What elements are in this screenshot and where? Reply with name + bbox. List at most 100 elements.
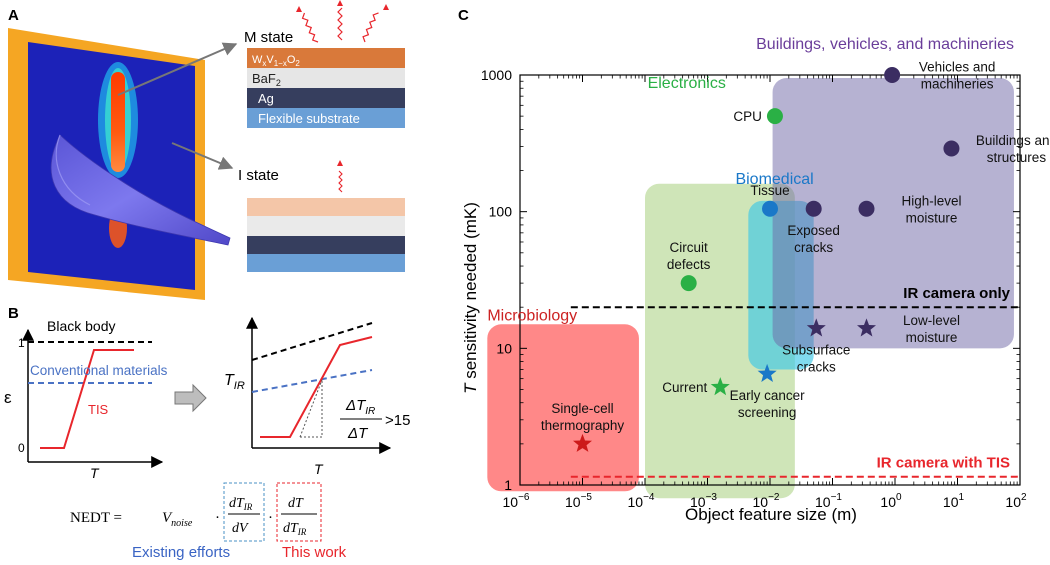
substrate-layer (247, 108, 405, 128)
panel-b-label: B (8, 305, 19, 322)
point-vehicles-and-machineries (884, 67, 901, 83)
delta-ratio: ΔTIR ΔT >15 (340, 397, 410, 442)
tick-0: 0 (18, 441, 25, 455)
existing-efforts-box (223, 482, 265, 542)
svg-text:ΔTIR: ΔTIR (345, 397, 375, 417)
threshold-label-ir-camera-only: IR camera only (903, 285, 1010, 302)
point-single-cell-thermography (573, 433, 592, 452)
point-label-early-cancer-screening: Early cancer screening (730, 388, 806, 420)
chart-thresholds: IR camera only IR camera with TIS (570, 285, 1020, 478)
ag-label: Ag (258, 91, 274, 106)
tir-tis-curve (260, 336, 373, 438)
this-work-box (276, 482, 322, 542)
m-state-label: M state (244, 29, 293, 46)
ag-layer (247, 88, 405, 108)
point-buildings-and-structures (943, 140, 960, 157)
existing-efforts-label: Existing efforts (132, 544, 230, 561)
y-tick-label: 1 (504, 477, 512, 493)
black-body-label: Black body (47, 318, 115, 334)
point-cpu (766, 108, 783, 125)
point-label-vehicles-and-machineries: Vehicles and machineries (919, 60, 996, 92)
svg-text:Vnoise: Vnoise (162, 510, 193, 529)
svg-text:dV: dV (232, 521, 249, 536)
tis-curve (40, 349, 134, 449)
chart-points (573, 67, 960, 452)
epsilon-axis-label: ε (4, 388, 12, 407)
tick-1: 1 (18, 336, 25, 350)
x-axis-label: Object feature size (m) (685, 505, 857, 524)
point-label-buildings-and-structures: Buildings and structures (976, 133, 1050, 165)
panel-c-label: C (458, 7, 469, 24)
svg-text:NEDT =: NEDT = (70, 510, 122, 526)
point-tissue (762, 200, 778, 217)
m-state-stack: WxV1−xO2 BaF2 Ag Flexible substrate (247, 48, 405, 128)
region-label-buildings-vehicles-and-machineries: Buildings, vehicles, and machineries (756, 36, 1014, 53)
point-low-level-moisture (857, 318, 876, 337)
x-tick-label: 100 (880, 492, 902, 510)
i-state-pointer (171, 142, 234, 170)
svg-text:dT: dT (288, 496, 304, 511)
substrate-label: Flexible substrate (258, 111, 360, 126)
point-label-exposed-cracks: Exposed cracks (787, 223, 840, 255)
point-label-high-level-moisture: High-level moisture (901, 193, 961, 225)
point-label-tissue: Tissue (750, 183, 789, 198)
point-label-circuit-defects: Circuit defects (667, 240, 711, 272)
chart-axes: 10−6 10−5 10−4 10−3 10−2 10−1 100 101 102 1 10 100 1… (481, 67, 1027, 510)
region-label-microbiology: Microbiology (487, 307, 577, 324)
x-tick-label: 102 (1005, 492, 1027, 510)
region-label-biomedical: Biomedical (735, 171, 813, 188)
y-axis-label: T sensitivity needed (mK) (461, 202, 480, 394)
emissivity-plot: Black body Conventional materials TIS ε … (4, 318, 168, 481)
baf2-layer (247, 68, 405, 88)
nedt-equation: NEDT = Vnoise · dTIR dV · dT dTIR (70, 482, 322, 542)
point-exposed-cracks (805, 200, 822, 217)
svg-text:dTIR: dTIR (283, 521, 307, 537)
x-tick-label: 10−5 (565, 492, 592, 510)
svg-text:·: · (215, 510, 220, 526)
x-tick-label: 10−1 (815, 492, 842, 510)
point-circuit-defects (680, 275, 697, 292)
x-tick-label: 10−4 (628, 492, 655, 510)
left-t-axis-label: T (90, 465, 100, 481)
svg-text:dTIR: dTIR (229, 496, 253, 512)
x-tick-label: 10−3 (690, 492, 717, 510)
i-state-label: I state (238, 167, 279, 184)
wvo2-label: WxV1−xO2 (252, 54, 300, 68)
point-early-cancer-screening (757, 363, 777, 382)
this-work-label: This work (282, 544, 347, 561)
wvo2-layer (247, 48, 405, 68)
i-state-emission-icon (337, 160, 343, 193)
x-tick-label: 101 (943, 492, 965, 510)
panel-a-label: A (8, 7, 19, 24)
x-tick-label: 10−6 (503, 492, 530, 510)
right-t-axis-label: T (314, 461, 324, 477)
tir-black-body-line (251, 322, 373, 361)
point-current (710, 377, 730, 396)
svg-text:ΔT: ΔT (347, 425, 369, 442)
conventional-label: Conventional materials (30, 363, 168, 378)
implies-arrow-icon (174, 383, 207, 413)
point-label-single-cell-thermography: Single-cell thermography (541, 401, 625, 433)
svg-text:>15: >15 (385, 412, 410, 429)
region-microbiology (487, 324, 639, 492)
x-tick-label: 10−2 (753, 492, 780, 510)
tir-conventional-line (251, 369, 373, 393)
tis-label: TIS (88, 402, 109, 417)
tir-axis-label: TIR (224, 372, 245, 392)
panel-a: A M state I state (8, 0, 405, 300)
baf2-label: BaF2 (252, 71, 281, 88)
y-tick-label: 10 (496, 340, 512, 356)
m-state-pointer (117, 42, 238, 96)
heated-board (8, 28, 205, 300)
flexible-film (50, 134, 231, 246)
y-tick-label: 100 (489, 204, 513, 220)
svg-text:·: · (268, 510, 273, 526)
chart-labels: Microbiology Electronics Biomedical Buildin… (487, 36, 1050, 433)
region-label-electronics: Electronics (648, 75, 726, 92)
point-high-level-moisture (858, 200, 875, 217)
point-label-low-level-moisture: Low-level moisture (903, 313, 960, 345)
point-label-current: Current (662, 380, 707, 395)
point-subsurface-cracks (806, 318, 826, 337)
